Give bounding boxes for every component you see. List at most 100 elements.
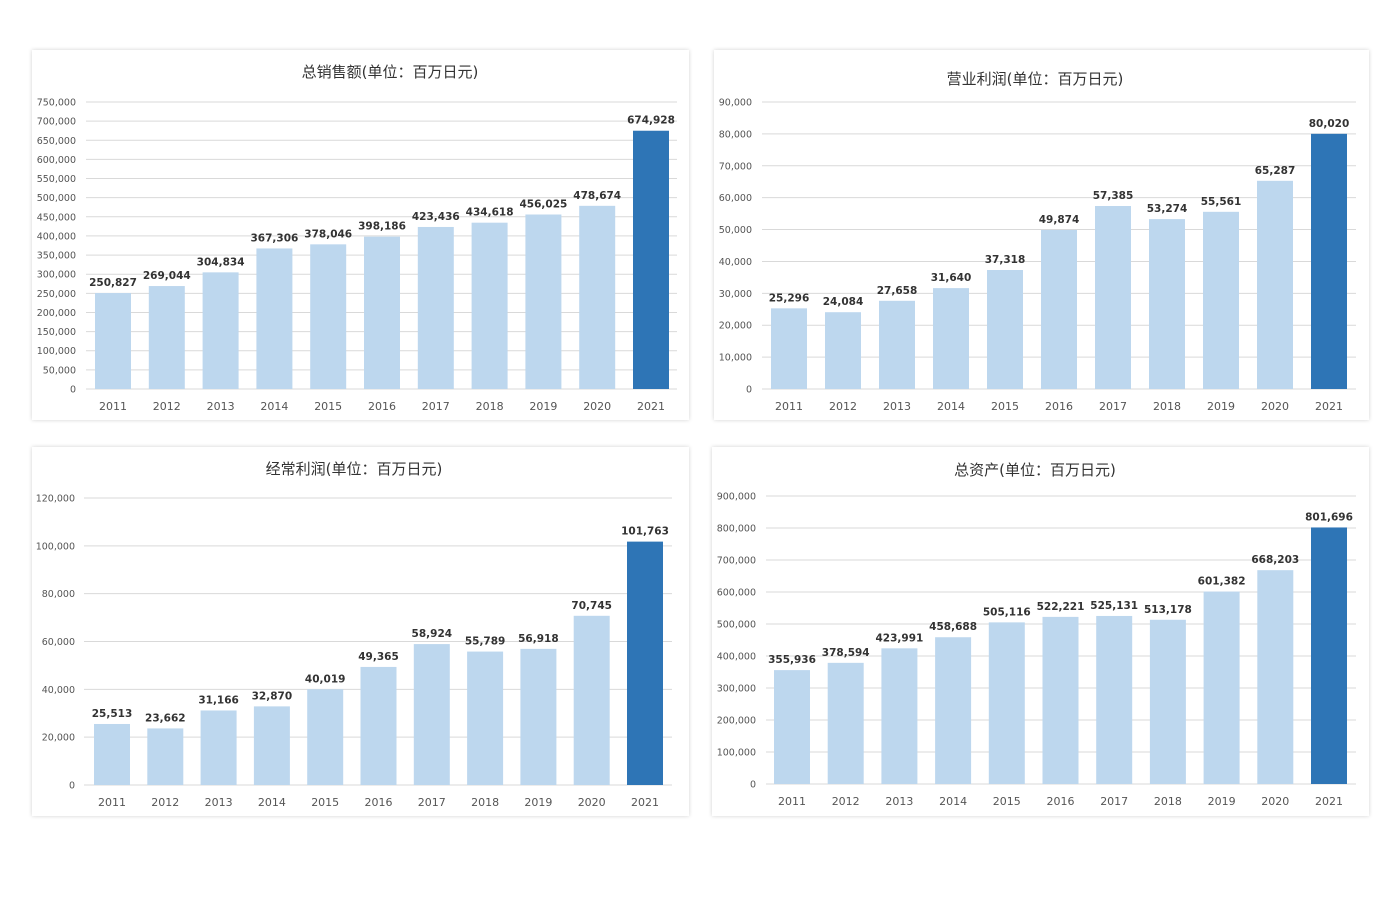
data-label: 801,696 xyxy=(1305,511,1353,523)
bar-2017 xyxy=(417,226,454,389)
bar-2014 xyxy=(256,248,293,389)
data-label: 49,874 xyxy=(1039,214,1080,226)
y-tick-label: 40,000 xyxy=(719,257,752,268)
y-tick-label: 200,000 xyxy=(37,308,76,319)
y-tick-label: 800,000 xyxy=(717,524,756,535)
y-tick-label: 350,000 xyxy=(37,251,76,262)
data-label: 398,186 xyxy=(358,221,406,233)
bar-2017 xyxy=(413,644,450,785)
y-tick-label: 100,000 xyxy=(36,541,75,552)
data-label: 456,025 xyxy=(519,198,567,210)
y-tick-label: 200,000 xyxy=(717,716,756,727)
y-tick-label: 700,000 xyxy=(37,117,76,128)
y-tick-label: 0 xyxy=(750,780,756,791)
x-tick-label: 2018 xyxy=(1153,400,1181,413)
chart-title: 经常利润(单位：百万日元) xyxy=(266,460,443,478)
x-tick-label: 2015 xyxy=(314,400,342,413)
x-tick-label: 2021 xyxy=(631,796,659,809)
y-tick-label: 40,000 xyxy=(42,685,75,696)
data-label: 525,131 xyxy=(1090,600,1138,612)
bar-2017 xyxy=(1095,206,1131,389)
x-tick-label: 2013 xyxy=(883,400,911,413)
y-tick-label: 600,000 xyxy=(717,588,756,599)
x-tick-label: 2015 xyxy=(311,796,339,809)
y-tick-label: 450,000 xyxy=(37,212,76,223)
data-label: 56,918 xyxy=(518,633,559,645)
y-tick-label: 650,000 xyxy=(37,136,76,147)
bar-2012 xyxy=(827,662,864,784)
data-label: 55,789 xyxy=(465,636,506,648)
x-tick-label: 2014 xyxy=(939,795,967,808)
bar-2013 xyxy=(879,300,915,389)
data-label: 458,688 xyxy=(929,621,977,633)
bar-2020 xyxy=(573,615,610,785)
data-label: 355,936 xyxy=(768,654,816,666)
x-tick-label: 2018 xyxy=(471,796,499,809)
x-tick-label: 2015 xyxy=(991,400,1019,413)
chart-title: 总销售额(单位：百万日元) xyxy=(302,63,479,81)
x-tick-label: 2014 xyxy=(260,400,288,413)
data-label: 601,382 xyxy=(1198,576,1246,588)
bar-2015 xyxy=(307,689,344,785)
x-tick-label: 2020 xyxy=(1261,795,1289,808)
bar-2012 xyxy=(825,312,861,389)
operating-profit-chart: 营业利润(单位：百万日元) 0 10,000 20,000 30,000 40,000 50… xyxy=(719,70,1356,413)
data-label: 423,436 xyxy=(412,211,460,223)
x-tick-label: 2016 xyxy=(1045,400,1073,413)
data-label: 478,674 xyxy=(573,190,621,202)
y-tick-label: 10,000 xyxy=(719,353,752,364)
bar-2011 xyxy=(94,723,130,785)
data-label: 57,385 xyxy=(1093,190,1134,202)
data-label: 304,834 xyxy=(197,256,245,268)
y-tick-label: 400,000 xyxy=(717,652,756,663)
x-tick-label: 2021 xyxy=(1315,400,1343,413)
x-tick-label: 2012 xyxy=(153,400,181,413)
y-tick-label: 0 xyxy=(69,781,75,792)
chart-panel-total-assets: 总资产(单位：百万日元) 0 100,000 200,000 300,000 400,00… xyxy=(712,447,1369,816)
y-tick-label: 120,000 xyxy=(36,494,75,505)
total-assets-chart: 总资产(单位：百万日元) 0 100,000 200,000 300,000 400,00… xyxy=(717,461,1356,808)
x-tick-label: 2020 xyxy=(1261,400,1289,413)
x-tick-label: 2015 xyxy=(993,795,1021,808)
data-label: 423,991 xyxy=(875,632,923,644)
data-label: 70,745 xyxy=(571,600,612,612)
x-tick-label: 2020 xyxy=(583,400,611,413)
x-tick-label: 2017 xyxy=(422,400,450,413)
bar-2012 xyxy=(148,286,185,389)
y-tick-label: 90,000 xyxy=(719,98,752,109)
x-tick-label: 2013 xyxy=(205,796,233,809)
data-label: 378,594 xyxy=(822,647,870,659)
x-tick-label: 2016 xyxy=(1047,795,1075,808)
y-tick-label: 250,000 xyxy=(37,289,76,300)
bar-2014 xyxy=(935,637,972,784)
bar-2014 xyxy=(933,288,969,389)
x-tick-label: 2020 xyxy=(578,796,606,809)
y-tick-label: 750,000 xyxy=(37,98,76,109)
y-tick-label: 50,000 xyxy=(43,365,76,376)
chart-title: 总资产(单位：百万日元) xyxy=(954,461,1116,479)
bar-2019 xyxy=(1203,211,1239,389)
y-tick-label: 60,000 xyxy=(719,193,752,204)
y-tick-label: 20,000 xyxy=(719,321,752,332)
data-label: 32,870 xyxy=(252,690,293,702)
x-tick-label: 2011 xyxy=(778,795,806,808)
y-tick-label: 300,000 xyxy=(37,270,76,281)
data-label: 27,658 xyxy=(877,285,918,297)
data-label: 674,928 xyxy=(627,115,675,127)
data-label: 23,662 xyxy=(145,712,186,724)
bar-2016 xyxy=(1041,229,1077,389)
data-label: 522,221 xyxy=(1037,601,1085,613)
x-tick-label: 2012 xyxy=(151,796,179,809)
y-tick-label: 600,000 xyxy=(37,155,76,166)
bar-2018 xyxy=(467,651,504,785)
bar-2013 xyxy=(200,710,237,785)
data-label: 80,020 xyxy=(1309,118,1350,130)
data-label: 505,116 xyxy=(983,606,1031,618)
data-label: 25,296 xyxy=(769,292,810,304)
y-tick-label: 0 xyxy=(70,385,76,396)
y-tick-label: 900,000 xyxy=(717,492,756,503)
data-label: 367,306 xyxy=(250,232,298,244)
total-sales-chart: 总销售额(单位：百万日元) 0 50,000 100,000 150,000 200,00… xyxy=(37,63,677,413)
data-label: 378,046 xyxy=(304,228,352,240)
bar-2021 xyxy=(1311,133,1347,389)
